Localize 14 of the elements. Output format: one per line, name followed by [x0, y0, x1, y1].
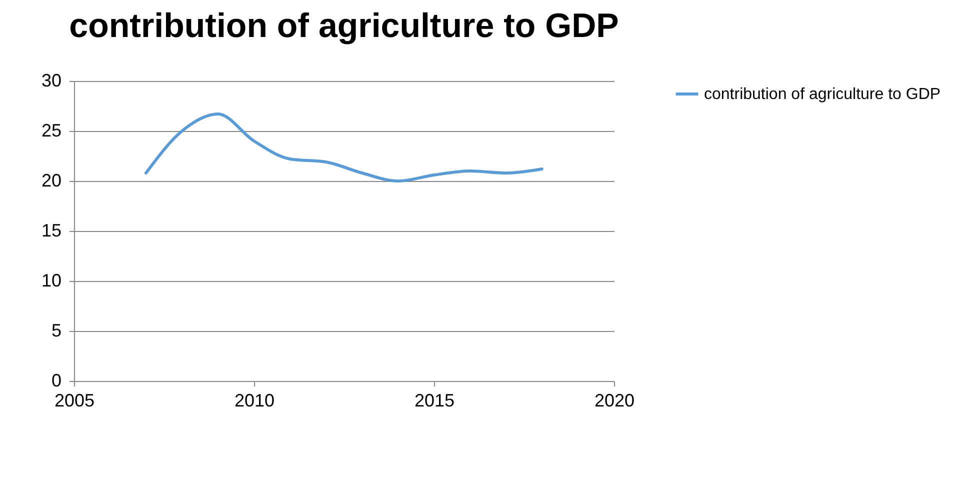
y-tick-label: 5 [51, 320, 62, 340]
x-tick-label: 2010 [234, 390, 275, 410]
x-tick-label: 2015 [414, 390, 455, 410]
line-series [144, 112, 544, 182]
legend-label: contribution of agriculture to GDP [704, 86, 941, 103]
y-tick-label: 25 [41, 120, 62, 140]
chart-title: contribution of agriculture to GDP [69, 7, 619, 45]
y-tick-label: 15 [41, 220, 62, 240]
y-tick-label: 30 [41, 70, 62, 90]
y-tick-label: 20 [41, 170, 62, 190]
x-tick-label: 2005 [54, 390, 95, 410]
x-tick-label: 2020 [594, 390, 635, 410]
y-tick-label: 0 [51, 370, 62, 390]
y-tick-label: 10 [41, 270, 62, 290]
